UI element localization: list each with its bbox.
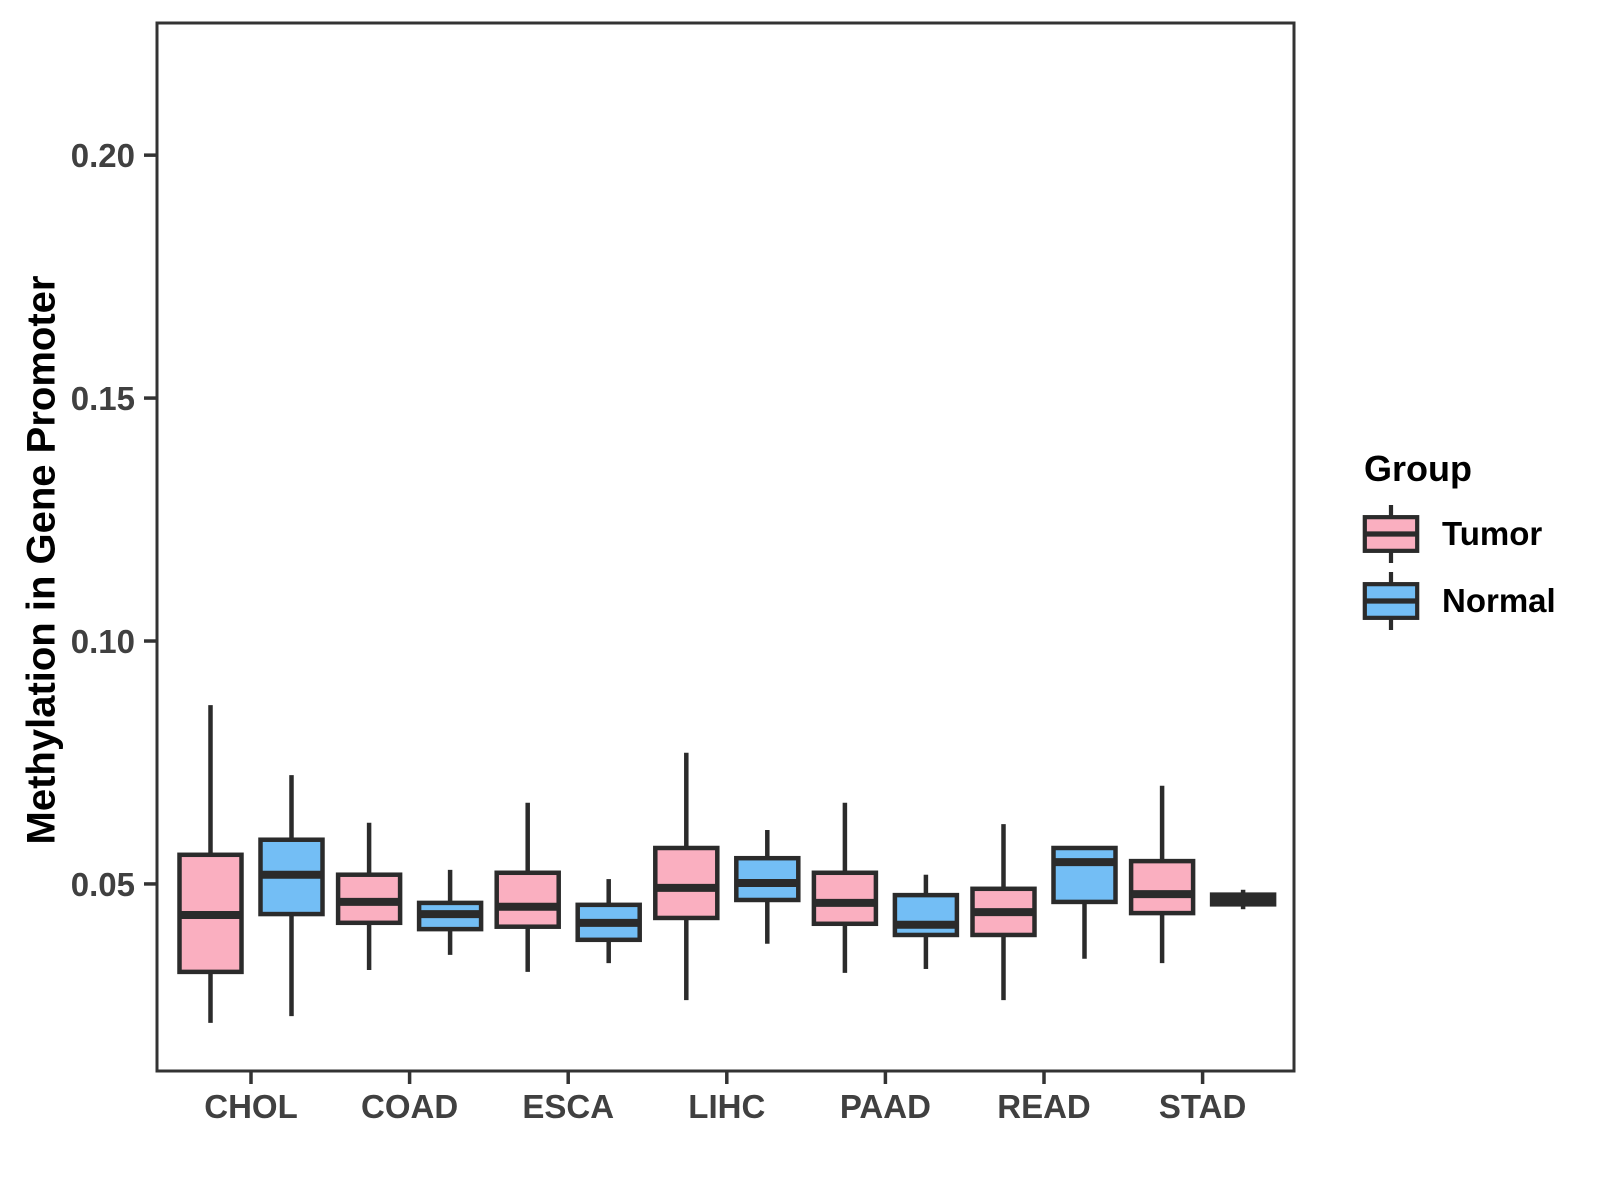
legend-label-tumor: Tumor [1442,514,1543,552]
box-COAD-Normal [416,869,484,955]
tumor-boxplot-key-icon [1362,504,1420,563]
legend-title: Group [1364,448,1472,489]
iqr-box [494,870,561,929]
iqr-box [1128,858,1196,916]
x-tick-label-CHOL: CHOL [204,1088,298,1125]
x-tick-label-ESCA: ESCA [522,1088,614,1125]
iqr-box [811,870,879,927]
y-axis-title: Methylation in Gene Promoter [19,275,64,845]
box-ESCA-Normal [575,879,642,964]
x-tick-label-PAAD: PAAD [840,1088,931,1125]
x-tick-label-LIHC: LIHC [688,1088,765,1125]
box-LIHC-Tumor [653,752,720,1001]
legend-entry-normal: Normal [1362,567,1556,634]
x-tick-label-COAD: COAD [361,1088,458,1125]
iqr-box [1051,845,1118,905]
iqr-box [892,892,960,938]
x-tick-label-READ: READ [997,1088,1091,1125]
y-tick-label-0.05: 0.05 [71,866,135,903]
y-tick-label-0.10: 0.10 [71,623,135,660]
legend-label-normal: Normal [1442,581,1556,619]
y-tick-label-0.15: 0.15 [71,380,135,417]
box-CHOL-Tumor [177,705,244,1023]
box-STAD-Normal [1209,889,1277,910]
box-READ-Normal [1051,845,1118,959]
y-tick-label-0.20: 0.20 [71,137,135,174]
box-STAD-Tumor [1128,785,1196,964]
panel-border [155,21,1296,1073]
normal-boxplot-key-icon [1362,571,1420,630]
box-COAD-Tumor [335,822,403,970]
box-READ-Tumor [970,824,1037,1001]
box-LIHC-Normal [734,830,801,944]
box-PAAD-Normal [892,874,960,969]
legend: Group Tumor Normal [1362,448,1556,634]
x-tick-label-STAD: STAD [1159,1088,1246,1125]
iqr-box [653,845,720,921]
box-ESCA-Tumor [494,802,561,972]
box-CHOL-Normal [258,775,325,1017]
legend-entry-tumor: Tumor [1362,500,1556,567]
box-PAAD-Tumor [811,802,879,973]
